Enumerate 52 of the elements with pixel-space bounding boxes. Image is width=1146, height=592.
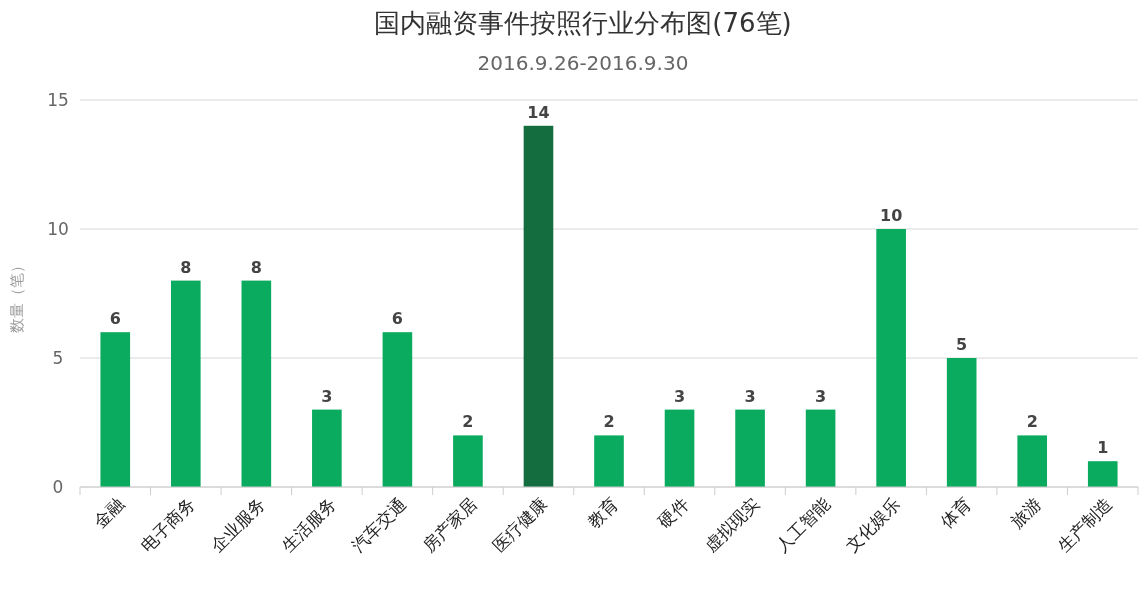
data-label: 3 <box>815 386 827 406</box>
x-tick-label: 旅游 <box>1006 493 1046 532</box>
x-tick-label: 电子商务 <box>136 493 199 556</box>
x-tick-label: 汽车交通 <box>348 493 411 556</box>
chart-title: 国内融资事件按照行业分布图(76笔) <box>374 8 792 38</box>
bar <box>1087 461 1118 487</box>
x-tick-label: 人工智能 <box>771 493 834 556</box>
x-tick-label: 教育 <box>583 493 622 532</box>
bar <box>312 409 342 487</box>
bar <box>241 280 272 487</box>
data-label: 5 <box>956 335 968 354</box>
x-tick-label: 生产制造 <box>1053 493 1116 556</box>
y-tick-label: 10 <box>47 219 69 239</box>
bar <box>594 435 624 487</box>
x-tick-label: 体育 <box>936 493 975 532</box>
x-tick-label: 金融 <box>89 493 129 532</box>
data-label: 3 <box>321 386 333 406</box>
bar <box>170 280 201 487</box>
bar <box>523 125 554 487</box>
data-label: 8 <box>180 257 192 277</box>
x-tick-label: 虚拟现实 <box>700 493 763 556</box>
y-tick-label: 0 <box>52 477 64 497</box>
y-tick-label: 5 <box>52 348 64 368</box>
bar <box>805 409 836 487</box>
y-tick-label: 15 <box>47 90 69 110</box>
y-axis-title: 数量（笔） <box>8 257 26 333</box>
x-tick-label: 医疗健康 <box>489 493 552 556</box>
data-label: 2 <box>603 412 615 432</box>
data-label: 3 <box>744 386 756 406</box>
data-label: 2 <box>462 412 474 432</box>
bar <box>1017 435 1048 487</box>
bar <box>100 332 131 487</box>
bar <box>735 409 765 487</box>
x-tick-label: 房产家居 <box>418 493 481 556</box>
bar <box>664 409 695 487</box>
bar <box>453 435 483 487</box>
data-label: 1 <box>1097 438 1109 458</box>
data-label: 6 <box>109 309 121 329</box>
x-tick-label: 文化娱乐 <box>841 493 904 556</box>
x-tick-label: 硬件 <box>654 493 693 532</box>
bar <box>382 332 413 487</box>
data-label: 2 <box>1026 412 1038 432</box>
data-label: 10 <box>880 206 903 225</box>
data-label: 6 <box>391 309 403 329</box>
chart-subtitle: 2016.9.26-2016.9.30 <box>477 51 689 75</box>
data-label: 8 <box>250 257 262 277</box>
x-tick-label: 企业服务 <box>206 493 270 556</box>
bar <box>946 358 977 487</box>
x-tick-label: 生活服务 <box>277 493 340 556</box>
data-label: 14 <box>527 102 550 122</box>
bar <box>876 229 906 487</box>
data-label: 3 <box>673 386 686 406</box>
